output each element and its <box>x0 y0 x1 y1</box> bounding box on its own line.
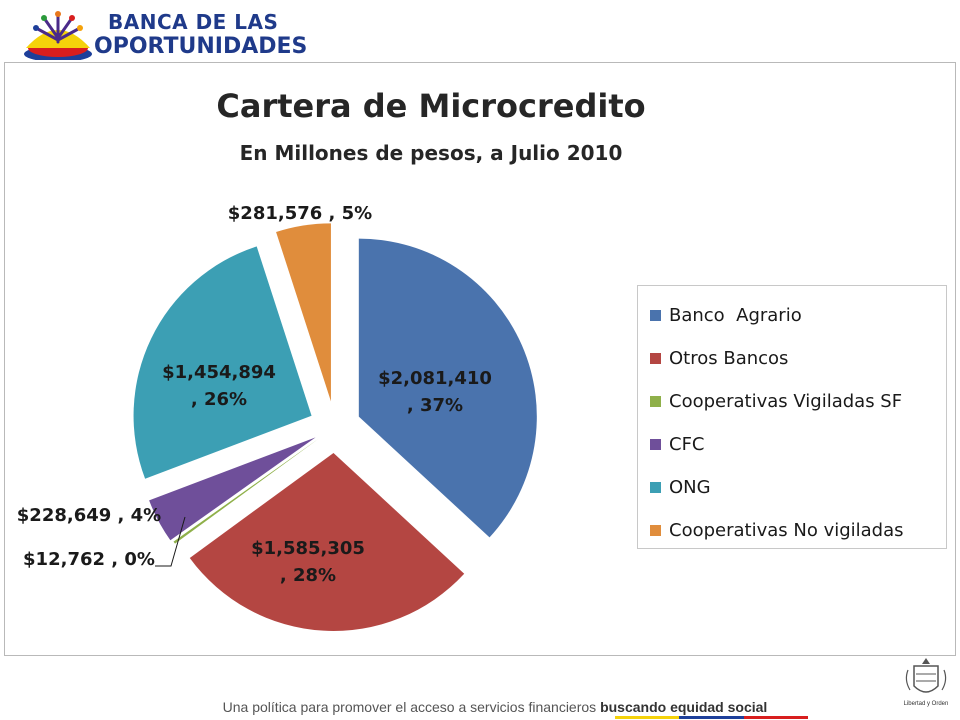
data-label-percent-otros-bancos: , 28% <box>280 565 336 586</box>
chart-title: Cartera de Microcredito <box>216 87 646 125</box>
data-label-cfc: $228,649 , 4% <box>17 505 161 526</box>
data-label-cooperativas-no-vigiladas: $281,576 , 5% <box>228 203 372 224</box>
chart-area: Cartera de Microcredito En Millones de p… <box>4 62 956 656</box>
logo: BANCA DE LAS OPORTUNIDADES <box>18 8 307 62</box>
pie-slice-banco-agrario <box>358 238 537 538</box>
legend-swatch <box>650 310 661 321</box>
legend-label: ONG <box>669 477 711 498</box>
legend-swatch <box>650 396 661 407</box>
legend-item-cooperativas-no-vigiladas: Cooperativas No vigiladas <box>650 509 946 552</box>
legend-label: Otros Bancos <box>669 348 789 369</box>
pie-slice-otros-bancos <box>189 452 465 631</box>
pie-chart: $2,081,410 , 37% $1,585,305 , 28% $1,454,894… <box>17 203 537 631</box>
data-label-value-otros-bancos: $1,585,305 <box>251 538 365 559</box>
data-label-value-banco-agrario: $2,081,410 <box>378 368 492 389</box>
stripe-segment-3 <box>743 716 808 719</box>
legend-swatch <box>650 353 661 364</box>
data-label-percent-banco-agrario: , 37% <box>407 395 463 416</box>
stripe-segment-1 <box>615 716 680 719</box>
logo-text-line2: OPORTUNIDADES <box>94 34 308 59</box>
legend-item-cooperativas-vigiladas-sf: Cooperativas Vigiladas SF <box>650 380 946 423</box>
stripe-segment-2 <box>679 716 744 719</box>
logo-text-line1: BANCA DE LAS <box>108 10 279 34</box>
coat-of-arms-icon <box>905 658 947 693</box>
legend-label: Banco Agrario <box>669 305 802 326</box>
data-label-cooperativas-vigiladas-sf: $12,762 , 0% <box>23 549 155 570</box>
legend-item-otros-bancos: Otros Bancos <box>650 337 946 380</box>
legend-swatch <box>650 525 661 536</box>
leader-line <box>155 516 186 567</box>
legend-item-ong: ONG <box>650 466 946 509</box>
pie-slice-ong <box>133 246 312 479</box>
footer-highlight: buscando equidad social <box>600 699 768 715</box>
pie-slice-cooperativas-vigiladas-sf <box>173 438 319 544</box>
legend-swatch <box>650 439 661 450</box>
footer-text: Una política para promover el acceso a s… <box>222 699 601 715</box>
footer-color-stripe <box>615 716 808 719</box>
chart-subtitle: En Millones de pesos, a Julio 2010 <box>239 141 623 165</box>
legend-item-banco-agrario: Banco Agrario <box>650 294 946 337</box>
logo-emblem-icon <box>24 11 92 62</box>
legend-label: Cooperativas Vigiladas SF <box>669 391 903 412</box>
data-label-percent-ong: , 26% <box>191 389 247 410</box>
legend-swatch <box>650 482 661 493</box>
legend-item-cfc: CFC <box>650 423 946 466</box>
seal-caption: Libertad y Orden <box>903 701 949 707</box>
chart-legend: Banco Agrario Otros Bancos Cooperativas Vi… <box>637 285 947 549</box>
legend-label: Cooperativas No vigiladas <box>669 520 904 541</box>
pie-slice-cooperativas-no-vigiladas <box>276 223 331 402</box>
pie-slice-cfc <box>149 437 316 541</box>
data-label-value-ong: $1,454,894 <box>162 362 276 383</box>
footer-tagline: Una política para promover el acceso a s… <box>0 699 960 715</box>
legend-label: CFC <box>669 434 705 455</box>
